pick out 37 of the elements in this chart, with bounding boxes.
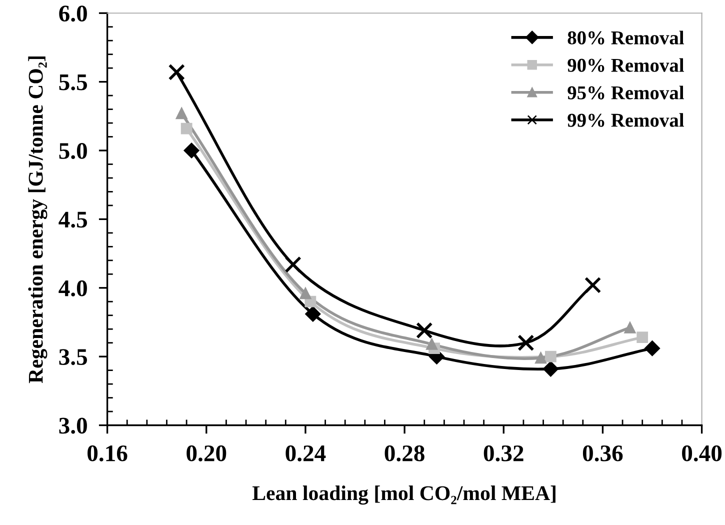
- point: [180, 122, 192, 134]
- point: [184, 142, 200, 158]
- point: [305, 306, 321, 322]
- x-tick-label: 0.24: [286, 445, 326, 462]
- point: [542, 361, 558, 377]
- point: [518, 334, 534, 352]
- x-tick-label: 0.40: [682, 445, 722, 462]
- x-tick-label: 0.28: [384, 445, 424, 462]
- point: [624, 322, 636, 334]
- legend-label: 99% Removal: [568, 113, 684, 127]
- point: [426, 338, 438, 350]
- legend-label: 80% Removal: [568, 30, 684, 44]
- point: [416, 322, 433, 339]
- point: [636, 332, 648, 344]
- x-tick-label: 0.32: [484, 445, 524, 462]
- x-tick-label: 0.36: [582, 445, 623, 462]
- x-tick-label: 0.16: [88, 445, 128, 462]
- point: [300, 288, 312, 300]
- y-tick-label: 4.5: [58, 212, 87, 228]
- y-tick-label: 3.5: [59, 349, 87, 366]
- y-tick-label: 5.0: [59, 142, 87, 160]
- x-tick-label: 0.20: [186, 445, 226, 462]
- legend-label: 95% Removal: [568, 86, 684, 100]
- y-axis-title: Regeneration energy [GJ/tonne CO₂]: [28, 56, 48, 384]
- point: [584, 276, 602, 294]
- y-tick-label: 6.0: [59, 6, 87, 22]
- legend-label: 90% Removal: [568, 58, 684, 72]
- point: [644, 340, 660, 356]
- point: [545, 350, 556, 362]
- y-tick-label: 5.5: [59, 74, 87, 90]
- point: [284, 256, 302, 273]
- point: [535, 352, 546, 364]
- x-axis-title: Lean loading [mol CO₂/mol MEA]: [252, 486, 556, 505]
- point: [168, 64, 185, 81]
- y-tick-label: 3.0: [59, 418, 87, 434]
- y-tick-label: 4.0: [58, 280, 87, 296]
- point: [176, 108, 188, 120]
